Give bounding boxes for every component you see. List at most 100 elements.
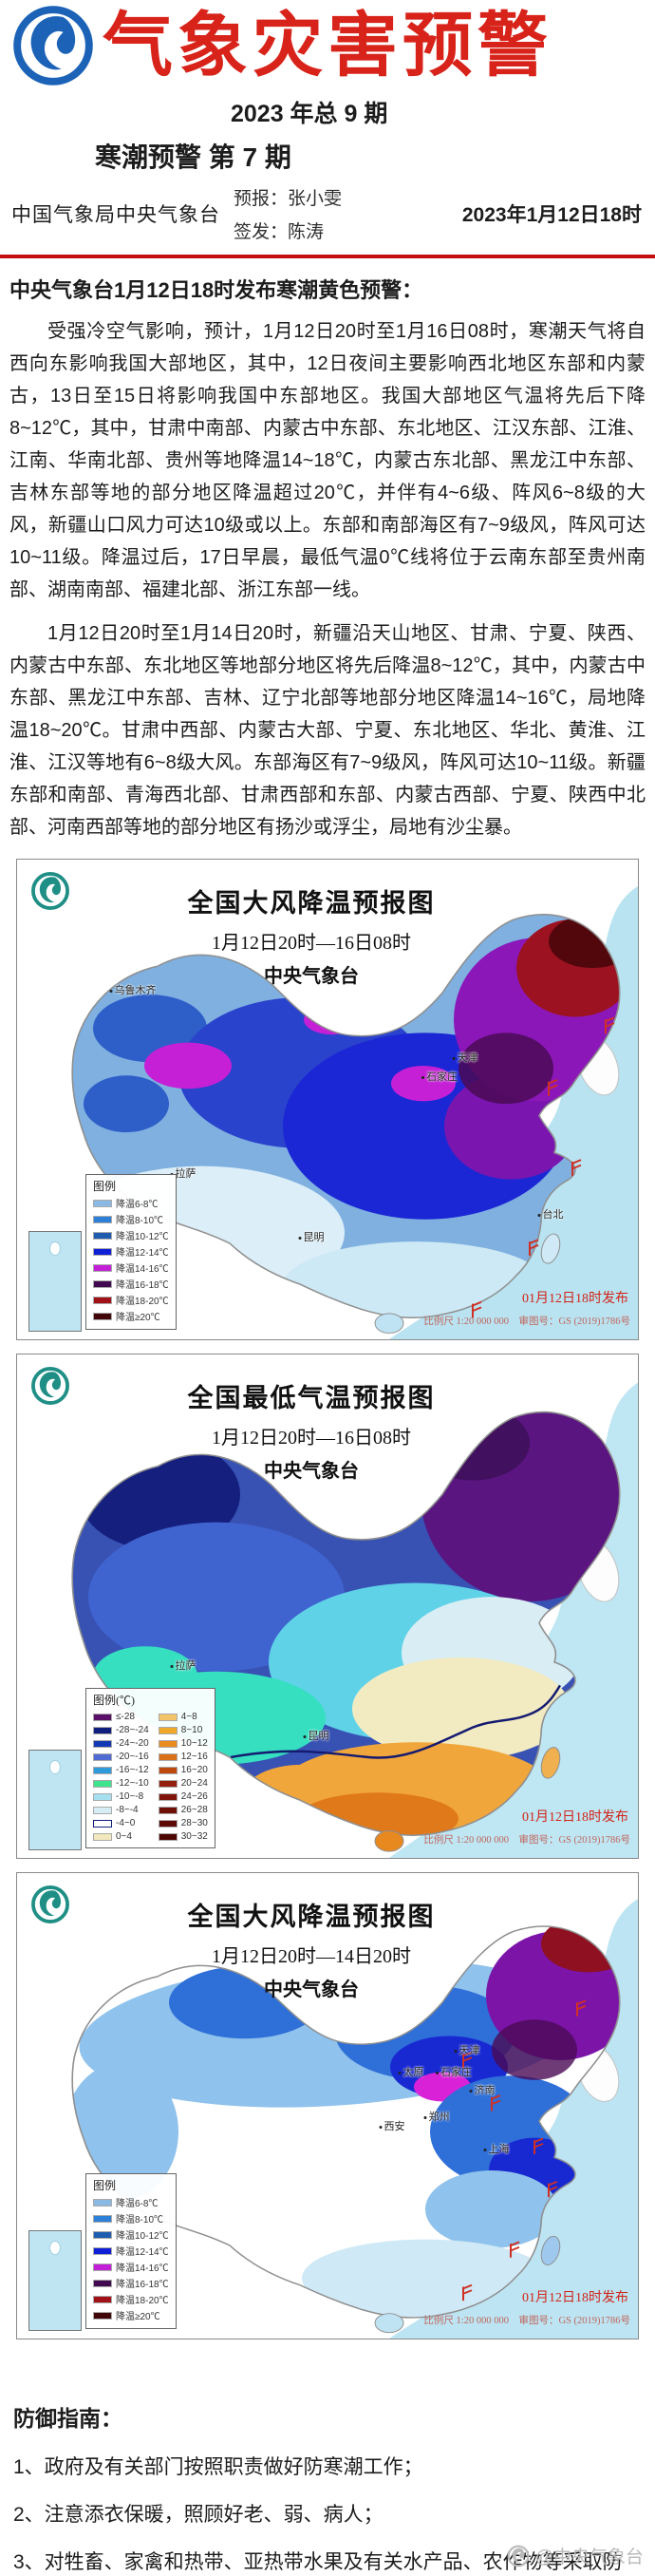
legend-swatch [93,2230,112,2239]
legend-row: 降温18-20℃ [93,1293,169,1307]
legend-swatch [93,1739,112,1748]
city-label: 石家庄 [421,1069,458,1084]
legend-swatch [93,1296,112,1304]
legend-label: 30~32 [180,1831,208,1842]
map-scale-note: 比例尺 1:20 000 000 审图号：GS (2019)1786号 [423,2316,630,2326]
legend-label: 降温8-10℃ [116,2215,164,2226]
map-source: 中央气象台 [264,966,359,987]
legend-label: 8~10 [180,1725,203,1735]
legend-row: 降温8-10℃ [93,1212,169,1226]
legend-row: 降温6-8℃ [93,2195,169,2209]
legend-label: 降温14-16℃ [116,1264,169,1275]
warning-heading: 中央气象台1月12日18时发布寒潮黄色预警： [9,278,423,302]
legend-swatch [158,1739,178,1748]
map-period: 1月12日20时—14日20时 [212,1946,411,1967]
city-label: 天津 [453,1050,478,1065]
forecaster: 预报：张小雯 [234,189,343,209]
legend-swatch [93,1199,112,1207]
legend-swatch [93,1766,112,1774]
legend-swatch [93,2263,112,2271]
legend-swatch [158,1766,178,1774]
legend-row: 降温18-20℃ [93,2292,169,2306]
guide-item: 3、对牲畜、家禽和热带、亚热带水果及有关水产品、农作物等采取防寒措施； [13,2551,623,2573]
map-title: 全国最低气温预报图 [187,1384,436,1412]
cma-logo-icon [30,1366,70,1406]
legend-row: 降温14-16℃ [93,1260,169,1275]
cma-logo-icon [507,2545,530,2567]
agency-name: 中国气象局中央气象台 [11,204,220,226]
legend-label: 降温≥20℃ [116,2312,160,2322]
city-label: 太原 [399,2064,424,2079]
warning-paragraph-1: 受强冷空气影响，预计，1月12日20时至1月16日08时，寒潮天气将自西向东影响… [9,321,646,600]
legend-label: 降温10-12℃ [116,1232,169,1242]
legend-label: 0~4 [116,1831,132,1842]
legend-label: -28~-24 [116,1725,149,1735]
legend-row: 0~4 [93,1831,149,1842]
legend-swatch [93,1792,112,1801]
legend-label: 降温18-20℃ [116,2296,169,2306]
legend-label: -10~-8 [116,1791,144,1802]
map-issued-time: 01月12日18时发布 [522,2291,628,2305]
legend-swatch [158,1779,178,1788]
cma-logo-icon [11,4,95,87]
legend-row: -4~0 [93,1818,149,1828]
legend-label: 12~16 [180,1752,208,1762]
legend-label: 降温18-20℃ [116,1297,169,1307]
legend-swatch [93,1215,112,1223]
legend-row: 降温16-18℃ [93,2276,169,2290]
legend-label: 24~26 [180,1791,208,1802]
legend-swatch [93,1312,112,1320]
legend-label: -16~-12 [116,1765,149,1775]
map-legend: 图例 降温6-8℃ 降温8-10℃ 降温10-12℃ 降温12-14℃ 降温14… [85,2173,177,2329]
city-label: 拉萨 [171,1165,196,1181]
map-issued-time: 01月12日18时发布 [522,1292,628,1306]
legend-row: 4~8 [158,1712,208,1722]
city-label: 天津 [455,2042,480,2057]
legend-row: 降温14-16℃ [93,2260,169,2274]
map-source: 中央气象台 [264,1461,359,1482]
inset-island [49,1760,61,1774]
legend-swatch [93,2295,112,2303]
guide-item: 2、注意添衣保暖，照顾好老、弱、病人； [13,2504,384,2526]
legend-swatch [158,1792,178,1801]
legend-swatch [93,1263,112,1272]
issue-number: 2023 年总 9 期 [231,101,388,127]
legend-swatch [93,1832,112,1841]
map-scale-note: 比例尺 1:20 000 000 审图号：GS (2019)1786号 [423,1316,630,1327]
cma-logo-icon [30,871,70,911]
issue-info-row: 中国气象局中央气象台 预报：张小雯 签发：陈涛 2023年1月12日18时 [0,175,655,251]
inset-island [49,2241,61,2255]
legend-row: 降温16-18℃ [93,1277,169,1291]
legend-row: 24~26 [158,1791,208,1802]
legend-swatch [93,1806,112,1814]
red-divider [0,255,655,258]
south-china-sea-inset [28,1750,82,1850]
legend-row: 降温10-12℃ [93,2227,169,2242]
legend-label: 16~20 [180,1765,208,1775]
legend-swatch [93,2279,112,2287]
legend-grid: ≤-28 4~8 -28~-24 8~10 -24~-20 10~12 -20~… [93,1710,208,1842]
legend-row: 降温12-14℃ [93,2244,169,2258]
legend-title: 图例 [93,2179,117,2192]
legend-swatch [93,1819,112,1828]
legend-label: 降温6-8℃ [116,2199,159,2209]
city-label: 上海 [484,2141,510,2156]
legend-swatch [93,1726,112,1734]
city-label: 昆明 [299,1229,325,1244]
map-title-block: 全国最低气温预报图 1月12日20时—16日08时 中央气象台 [150,1377,473,1483]
legend-label: 降温16-18℃ [116,1280,169,1291]
legend-row: -24~-20 [93,1738,149,1749]
legend-row: 12~16 [158,1752,208,1762]
legend-row: 降温≥20℃ [93,2308,169,2322]
signoff-block: 预报：张小雯 签发：陈涛 [234,184,342,243]
legend-swatch [158,1726,178,1734]
south-china-sea-inset [28,2230,82,2331]
legend-swatch [158,1806,178,1814]
map-legend: 图例(℃) ≤-28 4~8 -28~-24 8~10 -24~-20 10~1… [85,1688,215,1848]
legend-swatch [93,1279,112,1288]
legend-swatch [158,1832,178,1841]
legend-label: 28~30 [180,1818,208,1828]
map-wind-cooling-forecast-1: 全国大风降温预报图 1月12日20时—16日08时 中央气象台 乌鲁木齐 天津 … [16,859,639,1340]
legend-row: 降温12-14℃ [93,1244,169,1259]
